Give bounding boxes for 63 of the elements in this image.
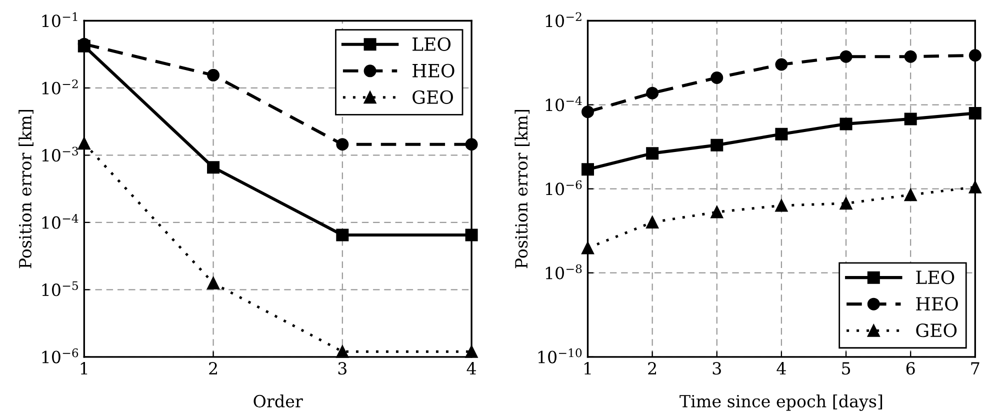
point	[968, 49, 982, 62]
point	[78, 137, 90, 150]
x-tick-label: 5	[842, 362, 850, 375]
point	[775, 58, 788, 71]
y-tick-label: 10$^{−8}$	[546, 264, 582, 280]
legend-label: HEO	[916, 296, 958, 311]
point	[207, 161, 220, 174]
x-tick-label: 3	[338, 362, 346, 375]
point	[465, 345, 478, 358]
y-tick-label: 10$^{−3}$	[42, 146, 78, 162]
x-tick-label: 6	[906, 362, 915, 375]
y-tick-label: 10$^{−1}$	[42, 12, 78, 28]
point	[775, 128, 788, 140]
point	[710, 138, 724, 152]
point	[465, 138, 478, 151]
x-axis-title: Time since epoch [days]	[680, 394, 882, 411]
legend-label: GEO	[412, 90, 453, 104]
x-tick-label: 4	[466, 362, 476, 374]
point	[646, 216, 659, 229]
point	[336, 345, 349, 358]
point	[840, 50, 852, 63]
point	[968, 106, 982, 120]
y-tick-label: 10$^{−6}$	[42, 348, 78, 364]
x-tick-label: 1	[584, 362, 591, 374]
point	[904, 188, 917, 202]
y-tick-label: 10$^{−4}$	[42, 214, 78, 229]
y-axis-title: Position error [km]	[514, 110, 530, 268]
point	[336, 138, 349, 151]
y-tick-label: 10$^{−2}$	[42, 79, 78, 94]
legend-label: GEO	[916, 323, 957, 338]
point	[207, 276, 220, 290]
point	[582, 242, 594, 254]
x-axis-title: Order	[254, 394, 303, 408]
point	[582, 106, 594, 118]
y-tick-label: 10$^{−6}$	[546, 180, 582, 196]
point	[968, 180, 982, 194]
point	[904, 112, 917, 126]
legend-label: LEO	[412, 37, 451, 51]
y-axis-title: Position error [km]	[18, 110, 34, 268]
y-tick-label: 10$^{−5}$	[42, 281, 78, 296]
point	[904, 50, 917, 63]
point	[775, 199, 788, 212]
point	[646, 86, 659, 100]
point	[646, 147, 659, 160]
x-tick-label: 2	[648, 362, 656, 374]
x-tick-label: 1	[80, 362, 88, 374]
point	[336, 228, 349, 242]
legend-label: HEO	[412, 64, 454, 78]
point	[840, 197, 852, 210]
y-tick-label: 10$^{−10}$	[538, 348, 582, 364]
x-tick-label: 3	[712, 362, 721, 375]
legend-label: LEO	[916, 270, 954, 284]
y-tick-label: 10$^{−4}$	[546, 96, 582, 112]
x-tick-label: 7	[971, 362, 980, 374]
point	[582, 163, 594, 176]
point	[710, 72, 724, 84]
point	[710, 206, 724, 218]
x-tick-label: 4	[776, 362, 786, 374]
x-tick-label: 2	[209, 362, 217, 374]
point	[840, 118, 852, 130]
point	[465, 228, 478, 242]
point	[207, 68, 220, 82]
y-tick-label: 10$^{−2}$	[546, 12, 582, 28]
